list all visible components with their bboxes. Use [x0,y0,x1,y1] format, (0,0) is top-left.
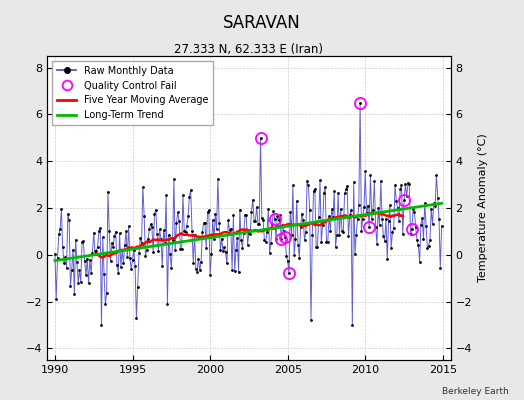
Title: 27.333 N, 62.333 E (Iran): 27.333 N, 62.333 E (Iran) [174,43,323,56]
Text: Berkeley Earth: Berkeley Earth [442,387,508,396]
Text: SARAVAN: SARAVAN [223,14,301,32]
Y-axis label: Temperature Anomaly (°C): Temperature Anomaly (°C) [477,134,487,282]
Legend: Raw Monthly Data, Quality Control Fail, Five Year Moving Average, Long-Term Tren: Raw Monthly Data, Quality Control Fail, … [52,61,213,125]
